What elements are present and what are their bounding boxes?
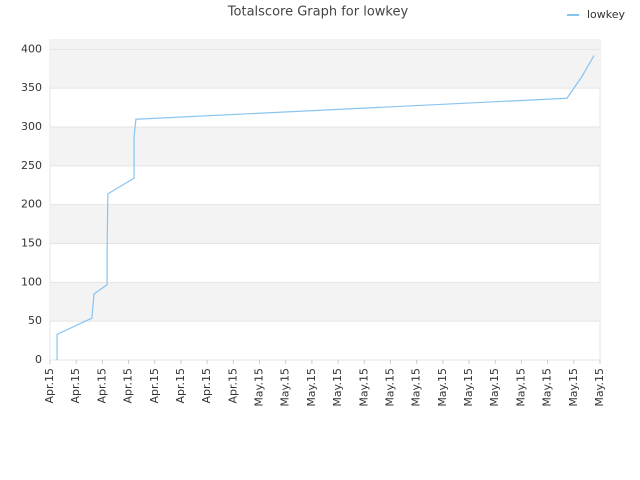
grid-band xyxy=(50,40,600,50)
x-tick-label: May.15 xyxy=(436,368,449,407)
y-tick-label: 350 xyxy=(21,81,42,94)
y-tick-label: 250 xyxy=(21,159,42,172)
chart-title: Totalscore Graph for lowkey xyxy=(227,5,409,20)
x-tick-label: May.15 xyxy=(383,368,396,407)
line xyxy=(56,55,595,360)
x-tick-label: Apr.15 xyxy=(148,368,161,404)
x-tick-label: May.15 xyxy=(488,368,501,407)
x-tick-label: May.15 xyxy=(462,368,475,407)
grid-band xyxy=(50,49,600,89)
x-tick-label: May.15 xyxy=(541,368,554,407)
x-tick-label: May.15 xyxy=(253,368,266,407)
y-tick-label: 50 xyxy=(28,314,42,327)
y-tick-label: 0 xyxy=(35,353,42,366)
y-tick-label: 200 xyxy=(21,198,42,211)
legend-label: lowkey xyxy=(587,8,626,21)
x-tick-label: Apr.15 xyxy=(95,368,108,404)
x-tick-label: May.15 xyxy=(331,368,344,407)
x-tick-label: Apr.15 xyxy=(69,368,82,404)
x-tick-label: May.15 xyxy=(593,368,606,407)
x-tick-label: Apr.15 xyxy=(200,368,213,404)
y-tick-label: 100 xyxy=(21,275,42,288)
x-tick-label: May.15 xyxy=(279,368,292,407)
x-tick-label: Apr.15 xyxy=(174,368,187,404)
x-tick-label: May.15 xyxy=(567,368,580,407)
x-tick-label: May.15 xyxy=(514,368,527,407)
grid-band xyxy=(50,282,600,322)
y-tick-label: 150 xyxy=(21,236,42,249)
x-tick-label: May.15 xyxy=(305,368,318,407)
grid-band xyxy=(50,126,600,166)
x-tick-label: Apr.15 xyxy=(122,368,135,404)
y-tick-label: 400 xyxy=(21,42,42,55)
y-tick-label: 300 xyxy=(21,120,42,133)
x-tick-label: Apr.15 xyxy=(43,368,56,404)
x-tick-label: May.15 xyxy=(357,368,370,407)
grid-band xyxy=(50,204,600,244)
x-tick-label: May.15 xyxy=(410,368,423,407)
x-tick-label: Apr.15 xyxy=(226,368,239,404)
